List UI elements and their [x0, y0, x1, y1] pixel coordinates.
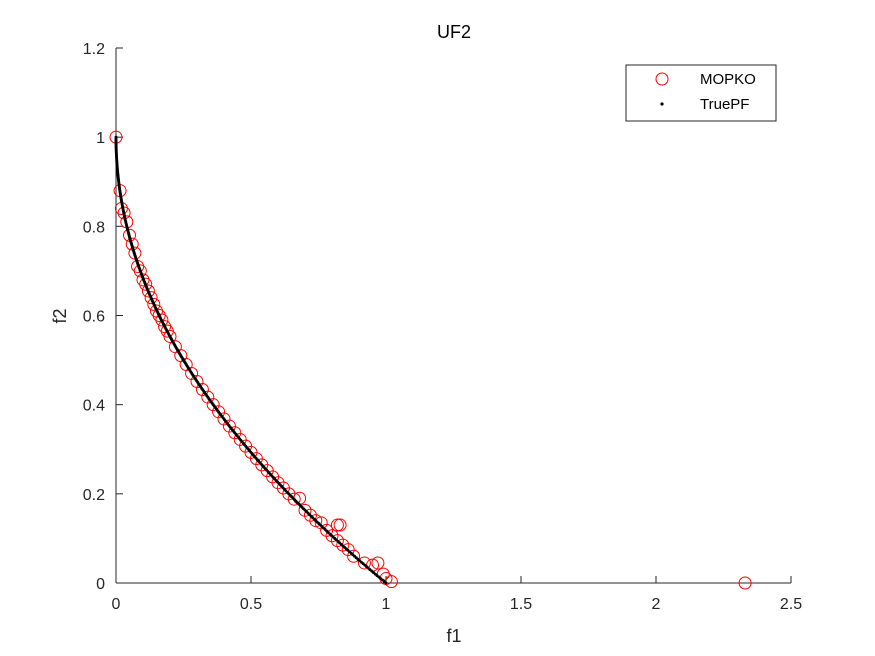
y-tick-label: 0.8 [83, 219, 105, 236]
mopko-point [320, 523, 334, 537]
y-tick-label: 1.2 [83, 41, 105, 58]
mopko-point [371, 556, 385, 570]
mopko-point [347, 549, 361, 563]
legend-box [625, 64, 777, 122]
series-truepf [114, 135, 388, 585]
mopko-point [155, 313, 169, 327]
mopko-point [144, 291, 158, 305]
mopko-point [303, 508, 317, 522]
x-tick-label: 1 [382, 596, 391, 613]
mopko-point [282, 487, 296, 501]
truepf-point [384, 581, 388, 585]
mopko-point [133, 264, 147, 278]
mopko-point [333, 518, 347, 532]
mopko-point [271, 476, 285, 490]
chart-title: UF2 [437, 22, 471, 42]
y-axis-title: f2 [50, 308, 70, 323]
legend: MOPKO TruePF [625, 64, 777, 122]
legend-marker-mopko [655, 72, 669, 86]
mopko-point [309, 514, 323, 528]
x-tick-label: 0.5 [240, 596, 262, 613]
mopko-point [163, 329, 177, 343]
ticks: 0 0.5 1 1.5 2 2.5 0 0.2 0.4 0.6 0.8 1 1.2 [83, 41, 802, 613]
x-axis-title: f1 [446, 626, 461, 646]
mopko-point [139, 277, 153, 291]
y-tick-label: 0.2 [83, 487, 105, 504]
mopko-point [357, 556, 371, 570]
mopko-point [330, 518, 344, 532]
mopko-point [738, 576, 752, 590]
x-tick-label: 0 [112, 596, 121, 613]
mopko-point [341, 543, 355, 557]
mopko-point [222, 419, 236, 433]
y-tick-label: 1 [96, 130, 105, 147]
x-tick-label: 2 [652, 596, 661, 613]
y-tick-label: 0 [96, 576, 105, 593]
y-tick-label: 0.4 [83, 398, 105, 415]
mopko-point [147, 297, 161, 311]
legend-label-truepf: TruePF [700, 96, 749, 113]
y-tick-label: 0.6 [83, 309, 105, 326]
legend-marker-truepf [660, 102, 664, 106]
mopko-point [141, 284, 155, 298]
mopko-point [287, 492, 301, 506]
legend-label-mopko: MOPKO [700, 71, 756, 88]
x-tick-label: 2.5 [780, 596, 802, 613]
mopko-point [228, 426, 242, 440]
x-tick-label: 1.5 [510, 596, 532, 613]
mopko-point [233, 432, 247, 446]
